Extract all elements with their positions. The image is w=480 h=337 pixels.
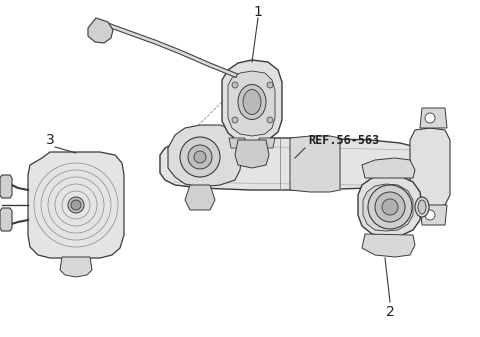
Polygon shape bbox=[362, 158, 415, 178]
Polygon shape bbox=[290, 136, 340, 192]
Polygon shape bbox=[0, 175, 12, 198]
Ellipse shape bbox=[418, 200, 426, 214]
Polygon shape bbox=[0, 208, 12, 231]
Ellipse shape bbox=[415, 197, 429, 217]
Circle shape bbox=[68, 197, 84, 213]
Circle shape bbox=[194, 151, 206, 163]
Polygon shape bbox=[363, 184, 413, 231]
Ellipse shape bbox=[238, 85, 266, 120]
Text: REF.56-563: REF.56-563 bbox=[308, 133, 379, 147]
Circle shape bbox=[232, 82, 238, 88]
Circle shape bbox=[232, 117, 238, 123]
Text: 3: 3 bbox=[46, 133, 54, 147]
Circle shape bbox=[267, 117, 273, 123]
Circle shape bbox=[375, 192, 405, 222]
Circle shape bbox=[71, 200, 81, 210]
Polygon shape bbox=[160, 138, 428, 190]
Text: 1: 1 bbox=[253, 5, 263, 19]
Polygon shape bbox=[420, 205, 447, 225]
Polygon shape bbox=[60, 257, 92, 277]
Polygon shape bbox=[185, 185, 215, 210]
Polygon shape bbox=[420, 108, 447, 128]
Ellipse shape bbox=[243, 90, 261, 115]
Circle shape bbox=[180, 137, 220, 177]
Polygon shape bbox=[222, 60, 282, 143]
Polygon shape bbox=[88, 18, 113, 43]
Polygon shape bbox=[28, 152, 124, 258]
Circle shape bbox=[267, 82, 273, 88]
Circle shape bbox=[368, 185, 412, 229]
Polygon shape bbox=[362, 234, 415, 257]
Text: 2: 2 bbox=[385, 305, 395, 319]
Circle shape bbox=[188, 145, 212, 169]
Polygon shape bbox=[168, 125, 242, 187]
Circle shape bbox=[425, 113, 435, 123]
Polygon shape bbox=[259, 138, 275, 148]
Polygon shape bbox=[228, 71, 275, 136]
Polygon shape bbox=[410, 128, 450, 207]
Polygon shape bbox=[229, 138, 245, 148]
Polygon shape bbox=[358, 175, 422, 237]
Circle shape bbox=[425, 210, 435, 220]
Polygon shape bbox=[235, 140, 269, 168]
Circle shape bbox=[382, 199, 398, 215]
